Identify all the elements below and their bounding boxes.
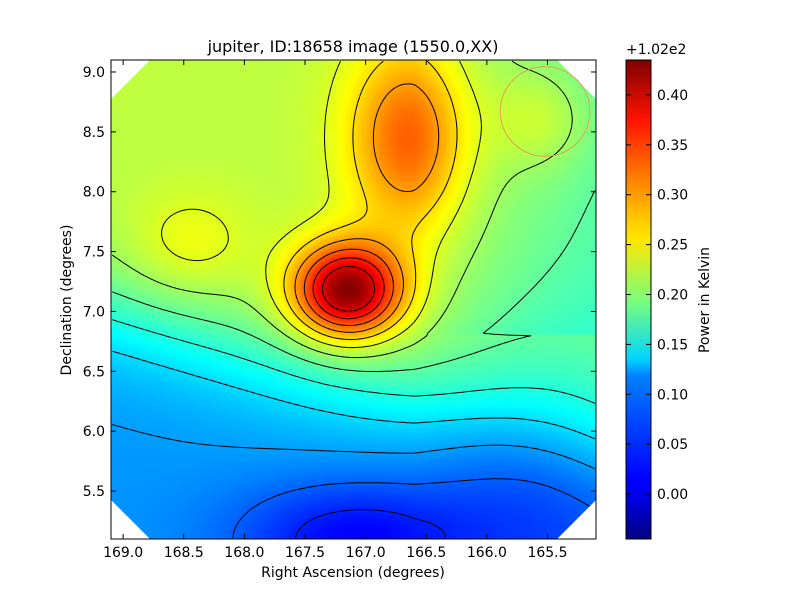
contour-line bbox=[312, 257, 385, 320]
contour-lines bbox=[112, 60, 596, 538]
contour-line bbox=[303, 248, 394, 326]
x-tick-label: 168.0 bbox=[224, 545, 264, 561]
x-tick-label: 167.5 bbox=[285, 545, 325, 561]
colorbar-tick-label: 0.35 bbox=[657, 138, 688, 154]
contour-line bbox=[283, 60, 458, 340]
x-tick-label: 169.0 bbox=[103, 545, 143, 561]
colorbar-offset-text: +1.02e2 bbox=[626, 42, 686, 58]
colorbar-tick-label: 0.00 bbox=[657, 487, 688, 503]
colorbar-ticks: 0.00 0.05 0.10 0.15 0.20 0.25 0.30 0.35 0.40 bbox=[626, 88, 688, 503]
colorbar-frame bbox=[625, 59, 652, 540]
beam-circle bbox=[499, 66, 591, 157]
contour-line bbox=[112, 350, 595, 440]
heatmap-image bbox=[111, 60, 596, 539]
colorbar-tick-label: 0.25 bbox=[657, 238, 688, 254]
y-tick-label: 8.0 bbox=[83, 185, 105, 201]
plot-area bbox=[110, 59, 597, 540]
colorbar-gradient bbox=[626, 60, 651, 539]
x-tick-label: 166.5 bbox=[406, 545, 446, 561]
colorbar-tick-label: 0.10 bbox=[657, 387, 688, 403]
colorbar-tick-label: 0.15 bbox=[657, 337, 688, 353]
chart-title: jupiter, ID:18658 image (1550.0,XX) bbox=[207, 37, 499, 56]
colorbar: 0.00 0.05 0.10 0.15 0.20 0.25 0.30 0.35 0.40 +1.… bbox=[625, 42, 713, 540]
y-tick-label: 7.0 bbox=[83, 304, 105, 320]
x-axis: 169.0 168.5 168.0 167.5 167.0 166.5 166.0 165.5 bbox=[103, 60, 568, 561]
y-tick-label: 6.0 bbox=[83, 424, 105, 440]
contour-line bbox=[112, 60, 573, 359]
contour-line bbox=[321, 266, 376, 312]
colorbar-label: Power in Kelvin bbox=[697, 247, 713, 353]
y-tick-label: 7.5 bbox=[83, 245, 105, 261]
colorbar-tick-label: 0.05 bbox=[657, 437, 688, 453]
contour-line bbox=[295, 509, 446, 538]
y-tick-label: 8.5 bbox=[83, 125, 105, 141]
colorbar-tick-label: 0.20 bbox=[657, 288, 688, 304]
colorbar-tick-label: 0.30 bbox=[657, 188, 688, 204]
x-tick-label: 168.5 bbox=[164, 545, 204, 561]
x-tick-label: 166.0 bbox=[467, 545, 507, 561]
y-axis: 5.5 6.0 6.5 7.0 7.5 8.0 8.5 9.0 bbox=[83, 65, 596, 500]
contour-line bbox=[112, 190, 596, 372]
contour-line bbox=[112, 424, 596, 470]
y-tick-label: 9.0 bbox=[83, 65, 105, 81]
y-axis-label: Declination (degrees) bbox=[59, 225, 75, 376]
x-axis-label: Right Ascension (degrees) bbox=[261, 565, 445, 581]
contour-line bbox=[161, 60, 482, 349]
y-tick-label: 5.5 bbox=[83, 484, 105, 500]
y-tick-label: 6.5 bbox=[83, 364, 105, 380]
contour-line bbox=[112, 319, 595, 404]
contour-line bbox=[232, 478, 596, 538]
colorbar-tick-label: 0.40 bbox=[657, 88, 688, 104]
plot-frame bbox=[110, 59, 597, 540]
x-tick-label: 165.5 bbox=[527, 545, 567, 561]
contour-line bbox=[294, 83, 440, 333]
x-tick-label: 167.0 bbox=[346, 545, 386, 561]
